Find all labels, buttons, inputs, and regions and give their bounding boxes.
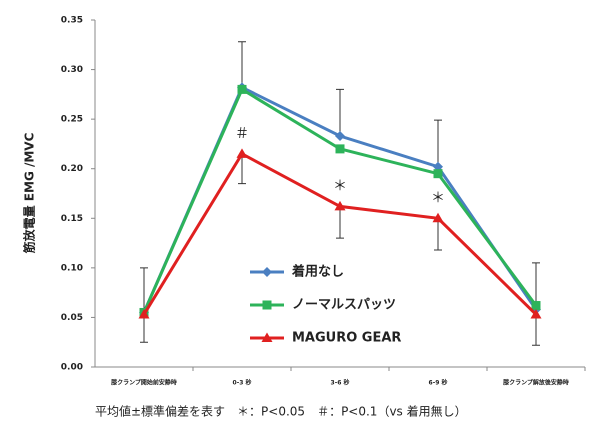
error-bar <box>434 218 442 251</box>
significance-marker: ＃ <box>235 126 249 142</box>
significance-marker: ＊ <box>431 190 445 206</box>
error-bar <box>140 314 148 343</box>
y-tick-label: 0.00 <box>61 363 83 373</box>
error-bar <box>238 153 246 185</box>
legend-label: ノーマルスパッツ <box>292 298 396 313</box>
x-tick-label: 膝クランプ解放後安静時 <box>503 379 569 387</box>
error-bar <box>336 88 344 136</box>
footnote: 平均値±標準偏差を表す ＊：P<0.05 ＃：P<0.1（vs 着用無し） <box>95 404 467 419</box>
x-tick-label: 6-9 秒 <box>429 379 448 387</box>
y-tick-label: 0.20 <box>61 164 83 174</box>
x-tick-label: 3-6 秒 <box>331 379 350 387</box>
point <box>237 84 247 94</box>
error-bar <box>140 267 148 313</box>
point <box>138 308 150 319</box>
point <box>335 144 345 154</box>
y-tick-label: 0.30 <box>61 65 83 75</box>
point <box>433 169 443 179</box>
legend-marker <box>262 267 272 277</box>
point <box>334 200 346 211</box>
legend-label: 着用なし <box>291 264 344 280</box>
y-tick-label: 0.15 <box>61 214 83 224</box>
legend-marker <box>261 332 273 342</box>
significance-marker: ＊ <box>333 178 347 194</box>
point <box>432 212 444 223</box>
point <box>236 148 248 158</box>
y-axis-label: 筋放電量 EMG /MVC <box>22 132 37 254</box>
y-tick-label: 0.25 <box>61 115 83 125</box>
x-tick-label: 膝クランプ開始前安静時 <box>111 379 177 387</box>
x-tick-label: 0-3 秒 <box>233 379 252 387</box>
point <box>335 130 345 141</box>
y-tick-label: 0.10 <box>61 263 83 273</box>
legend-marker <box>262 300 272 310</box>
y-tick-label: 0.05 <box>61 313 83 323</box>
error-bar <box>238 41 246 88</box>
legend-label: MAGURO GEAR <box>292 331 401 346</box>
error-bar <box>532 314 540 346</box>
error-bar <box>336 206 344 239</box>
error-bar <box>434 119 442 167</box>
point <box>531 301 541 311</box>
point <box>530 308 542 319</box>
y-tick-label: 0.35 <box>61 16 83 26</box>
